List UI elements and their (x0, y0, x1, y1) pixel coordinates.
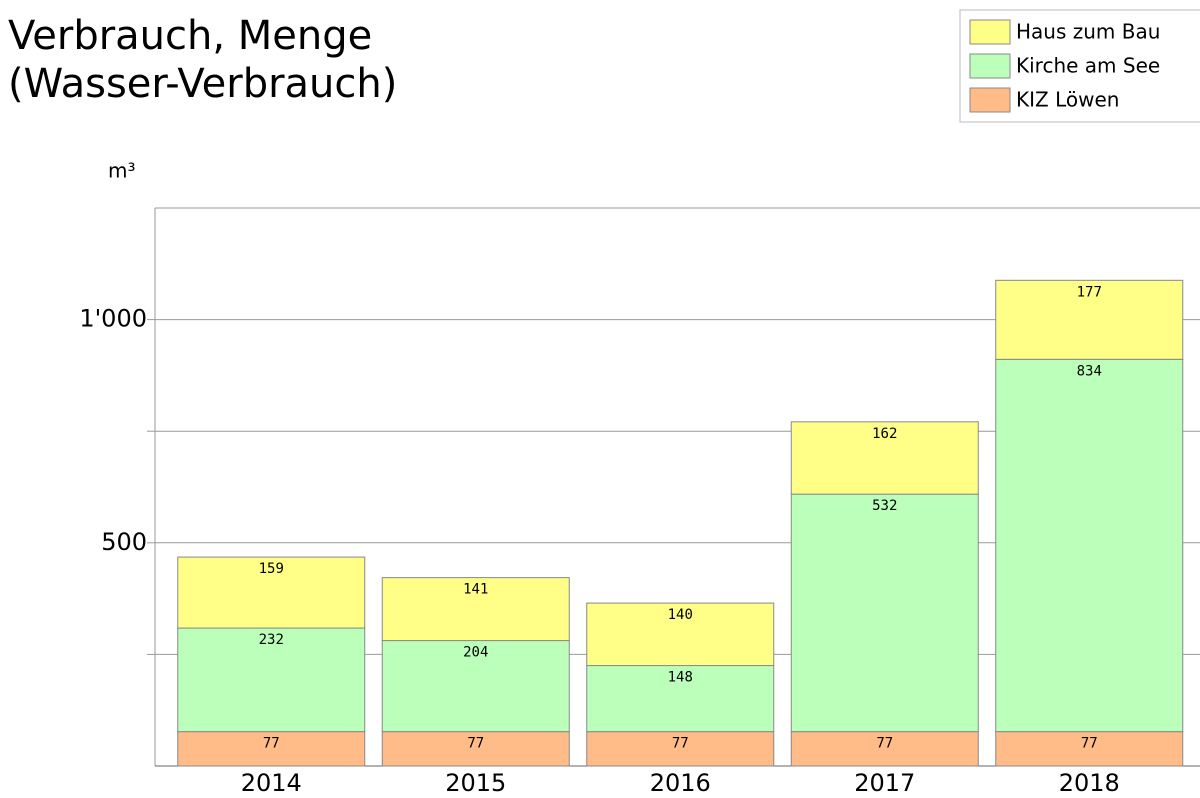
x-tick-label: 2018 (1059, 769, 1120, 797)
legend-swatch (969, 87, 1011, 113)
legend-label: Kirche am See (1016, 54, 1160, 78)
data-label: 834 (1077, 363, 1102, 379)
legend-label: KIZ Löwen (1016, 88, 1119, 112)
data-label: 204 (463, 645, 488, 661)
bar-segment (790, 493, 979, 733)
bar-segment (995, 279, 1184, 360)
bar-segment (586, 665, 775, 733)
bar-segment (381, 640, 570, 733)
bar-segment (995, 358, 1184, 733)
bar-segment (177, 627, 366, 733)
data-label: 77 (672, 736, 689, 752)
chart-subtitle: (Wasser-Verbrauch) (8, 61, 397, 107)
x-tick-label: 2016 (650, 769, 711, 797)
y-tick-label: 500 (101, 528, 147, 556)
legend-label: Haus zum Bau (1016, 20, 1160, 44)
data-label: 77 (1081, 736, 1098, 752)
data-label: 77 (263, 736, 280, 752)
data-label: 532 (872, 498, 897, 514)
bar-segment (177, 556, 366, 629)
bar-segment (381, 577, 570, 642)
bar-segment (586, 602, 775, 667)
bar-segment (381, 731, 570, 767)
y-axis-label: m³ (108, 159, 136, 183)
data-label: 140 (668, 607, 693, 623)
chart-title: Verbrauch, Menge (8, 13, 372, 59)
bar-segment (995, 731, 1184, 767)
data-label: 232 (259, 632, 284, 648)
legend-swatch (969, 19, 1011, 45)
data-label: 77 (876, 736, 893, 752)
x-tick-label: 2015 (445, 769, 506, 797)
data-label: 77 (467, 736, 484, 752)
legend-swatch (969, 53, 1011, 79)
bar-segment (790, 421, 979, 495)
data-label: 148 (668, 670, 693, 686)
bar-segment (790, 731, 979, 767)
bar-segment (177, 731, 366, 767)
data-label: 162 (872, 426, 897, 442)
y-tick-label: 1'000 (79, 305, 147, 333)
x-tick-label: 2014 (241, 769, 302, 797)
data-label: 159 (259, 561, 284, 577)
data-label: 177 (1077, 284, 1102, 300)
x-tick-label: 2017 (854, 769, 915, 797)
data-label: 141 (463, 582, 488, 598)
